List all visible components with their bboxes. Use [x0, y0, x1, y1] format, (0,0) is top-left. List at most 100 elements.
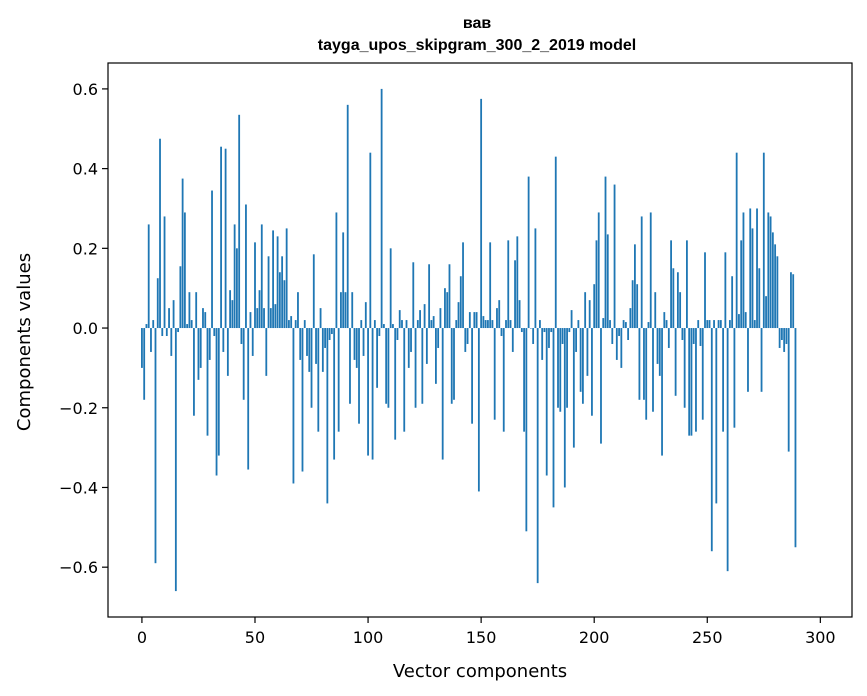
bar-141 — [459, 276, 462, 329]
bar-228 — [656, 328, 659, 364]
bar-33 — [215, 328, 218, 476]
bar-202 — [597, 212, 600, 329]
bar-257 — [722, 328, 725, 432]
bar-195 — [581, 328, 584, 404]
bar-286 — [787, 328, 790, 452]
bar-166 — [516, 236, 519, 329]
bar-114 — [398, 310, 401, 329]
bar-250 — [706, 320, 709, 329]
bar-179 — [545, 328, 548, 476]
bar-105 — [378, 328, 381, 337]
bar-240 — [683, 328, 686, 408]
bar-233 — [667, 328, 670, 348]
bar-210 — [615, 328, 618, 360]
bar-112 — [394, 328, 397, 440]
bar-181 — [550, 328, 553, 333]
bar-88 — [340, 292, 342, 329]
bar-59 — [274, 304, 277, 329]
bar-44 — [240, 328, 243, 344]
bar-205 — [604, 176, 607, 329]
bar-255 — [717, 320, 720, 329]
y-tick-label-1: −0.4 — [59, 478, 98, 497]
bar-256 — [719, 320, 722, 329]
bar-89 — [342, 232, 345, 329]
x-axis-label: Vector components — [393, 661, 567, 682]
bar-275 — [762, 152, 765, 329]
bar-165 — [514, 260, 516, 329]
bar-86 — [335, 212, 338, 329]
bar-189 — [568, 328, 571, 333]
bar-200 — [593, 284, 596, 329]
bar-123 — [419, 310, 421, 329]
bar-232 — [665, 320, 668, 329]
chart-title-line1: вав — [463, 15, 492, 32]
bar-284 — [783, 328, 786, 352]
y-tick-label-6: 0.6 — [73, 80, 98, 99]
bar-116 — [403, 328, 406, 432]
bar-239 — [681, 328, 684, 340]
x-tick-label-250: 250 — [692, 628, 723, 647]
bar-266 — [742, 212, 745, 329]
bar-221 — [640, 216, 643, 329]
bar-148 — [475, 312, 478, 329]
bar-121 — [414, 328, 417, 408]
bar-170 — [525, 328, 528, 532]
bar-72 — [303, 320, 306, 329]
bar-157 — [496, 308, 498, 329]
bar-110 — [389, 248, 392, 329]
bar-67 — [292, 328, 295, 484]
bar-55 — [265, 328, 268, 376]
bar-254 — [715, 328, 718, 504]
bar-111 — [392, 324, 394, 329]
bar-81 — [324, 328, 326, 348]
bar-49 — [251, 328, 254, 356]
bar-118 — [407, 328, 410, 368]
bar-175 — [536, 328, 539, 584]
bar-132 — [439, 308, 442, 329]
bar-13 — [170, 328, 173, 356]
bar-182 — [552, 328, 555, 508]
bar-46 — [245, 204, 247, 329]
bar-70 — [299, 328, 302, 360]
bar-136 — [448, 264, 451, 329]
bar-147 — [473, 312, 476, 329]
x-tick-label-200: 200 — [579, 628, 610, 647]
bar-144 — [466, 328, 469, 344]
bar-261 — [731, 276, 734, 329]
bar-278 — [769, 216, 772, 329]
bar-113 — [396, 328, 399, 340]
bar-199 — [591, 328, 593, 416]
bar-163 — [509, 320, 512, 329]
bar-84 — [330, 328, 333, 335]
bar-177 — [541, 328, 544, 360]
bar-206 — [606, 234, 609, 329]
bar-63 — [283, 280, 286, 329]
bar-176 — [539, 320, 541, 329]
bar-11 — [165, 328, 168, 337]
bar-152 — [484, 320, 487, 329]
bar-95 — [355, 328, 358, 368]
bar-154 — [489, 242, 492, 329]
bar-104 — [376, 328, 379, 388]
bar-180 — [548, 328, 550, 348]
bar-77 — [315, 328, 317, 364]
bar-109 — [387, 328, 390, 408]
bar-241 — [686, 240, 688, 329]
bar-262 — [733, 328, 736, 428]
bar-184 — [557, 328, 559, 408]
bar-100 — [367, 328, 369, 456]
bar-90 — [344, 292, 347, 329]
bar-161 — [505, 320, 507, 329]
bar-234 — [670, 240, 672, 329]
x-axis-ticks: 0 50 100 150 200 250 300 — [137, 617, 836, 647]
bar-253 — [713, 320, 715, 329]
bar-216 — [629, 308, 632, 329]
bar-260 — [728, 320, 731, 329]
bar-203 — [600, 328, 602, 444]
bar-25 — [197, 328, 200, 380]
bar-83 — [328, 328, 331, 340]
bar-119 — [410, 328, 412, 352]
bar-267 — [744, 312, 747, 329]
bar-247 — [699, 328, 702, 346]
